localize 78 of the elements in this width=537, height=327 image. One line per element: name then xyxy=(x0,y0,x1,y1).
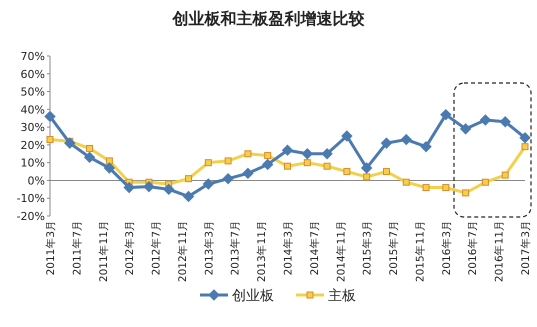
point xyxy=(522,143,528,150)
point xyxy=(222,173,234,184)
x-tick-label: 2014年11月 xyxy=(335,220,348,282)
x-tick-label: 2014年7月 xyxy=(308,220,321,276)
chart-title: 创业板和主板盈利增速比较 xyxy=(172,9,366,28)
point xyxy=(500,116,511,128)
y-tick-label: -10% xyxy=(16,192,45,206)
x-tick-label: 2015年7月 xyxy=(388,220,400,276)
x-tick-label: 2011年7月 xyxy=(71,220,84,276)
point xyxy=(440,109,452,120)
point xyxy=(502,172,509,179)
point xyxy=(302,148,313,160)
point xyxy=(46,136,54,144)
point xyxy=(482,178,489,186)
x-tick-label: 2011年3月 xyxy=(45,220,57,276)
point xyxy=(282,144,293,156)
point xyxy=(382,168,390,176)
point xyxy=(86,144,94,152)
y-tick-label: 70% xyxy=(20,50,45,63)
point xyxy=(104,162,115,174)
point xyxy=(163,184,174,195)
point xyxy=(422,184,430,192)
x-tick-label: 2015年11月 xyxy=(414,220,426,282)
legend-label: 主板 xyxy=(328,288,356,304)
point xyxy=(262,158,274,170)
point xyxy=(224,157,232,164)
point xyxy=(84,152,96,163)
point xyxy=(462,189,470,196)
x-tick-label: 2014年3月 xyxy=(282,220,294,276)
y-tick-label: 20% xyxy=(20,138,45,152)
point xyxy=(520,132,530,144)
y-tick-label: 60% xyxy=(20,68,45,81)
point xyxy=(402,178,410,186)
point xyxy=(106,157,113,164)
point xyxy=(442,184,450,192)
point xyxy=(341,130,352,142)
x-tick-label: 2016年3月 xyxy=(440,220,453,276)
point xyxy=(143,181,154,192)
legend-label: 创业板 xyxy=(232,288,274,304)
point xyxy=(64,138,76,149)
x-tick-label: 2017年3月 xyxy=(520,220,532,276)
x-tick-label: 2012年11月 xyxy=(176,220,189,282)
point xyxy=(400,134,412,146)
point xyxy=(202,178,214,190)
point xyxy=(343,168,350,176)
x-tick-label: 2011年11月 xyxy=(98,220,110,282)
point xyxy=(244,150,252,158)
point xyxy=(124,182,135,194)
point xyxy=(304,159,311,166)
x-tick-label: 2013年3月 xyxy=(203,220,216,276)
x-tick-label: 2016年7月 xyxy=(467,220,480,276)
x-tick-label: 2012年3月 xyxy=(124,220,136,276)
point xyxy=(183,190,194,202)
point xyxy=(204,159,212,166)
point xyxy=(361,162,372,174)
point xyxy=(242,168,254,179)
point xyxy=(322,148,333,160)
x-tick-label: 2013年7月 xyxy=(230,220,242,276)
x-tick-label: 2012年7月 xyxy=(150,220,163,276)
point xyxy=(480,114,491,126)
x-tick-label: 2015年3月 xyxy=(362,220,374,276)
y-tick-label: -20% xyxy=(16,210,45,223)
x-tick-label: 2016年11月 xyxy=(494,220,506,282)
y-tick-label: 30% xyxy=(20,121,45,134)
point xyxy=(324,162,331,170)
y-tick-label: 0% xyxy=(28,174,45,188)
y-tick-label: 50% xyxy=(20,86,45,99)
point xyxy=(363,173,370,180)
point xyxy=(460,123,472,134)
point xyxy=(44,110,56,122)
y-tick-label: 40% xyxy=(20,103,45,116)
x-tick-label: 2013年11月 xyxy=(256,220,268,282)
point xyxy=(420,141,432,152)
point xyxy=(284,162,291,170)
y-tick-label: 10% xyxy=(20,156,45,170)
point xyxy=(185,175,192,182)
point xyxy=(380,138,392,149)
point xyxy=(264,152,272,160)
